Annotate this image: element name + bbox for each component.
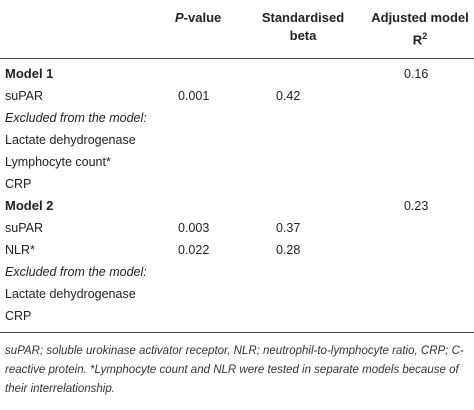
table-row: CRP bbox=[0, 173, 474, 195]
table-row: NLR* 0.022 0.28 bbox=[0, 239, 474, 261]
table-row: suPAR 0.001 0.42 bbox=[0, 85, 474, 107]
header-pvalue-rest: -value bbox=[183, 10, 222, 25]
header-rule bbox=[0, 58, 474, 59]
row-label: Lactate dehydrogenase bbox=[5, 133, 136, 147]
row-label: Lymphocyte count* bbox=[5, 155, 111, 169]
row-pvalue: 0.003 bbox=[178, 221, 210, 235]
table-header: P-value Standardised beta Adjusted model… bbox=[0, 0, 474, 56]
header-std-beta-line2: beta bbox=[289, 28, 317, 43]
row-r2: 0.23 bbox=[404, 199, 429, 213]
header-pvalue: P-value bbox=[175, 9, 245, 27]
header-adj-line1: Adjusted model bbox=[371, 10, 469, 25]
row-beta: 0.42 bbox=[276, 89, 301, 103]
row-label: Model 2 bbox=[5, 198, 54, 213]
header-adj-sup: 2 bbox=[422, 31, 428, 41]
results-table: Model 1 0.16 suPAR 0.001 0.42 Excluded f… bbox=[0, 63, 474, 327]
header-standardised-beta: Standardised beta bbox=[248, 9, 358, 45]
table-row: Excluded from the model: bbox=[0, 107, 474, 129]
table-footnote: suPAR; soluble urokinase activator recep… bbox=[5, 345, 464, 395]
row-label: CRP bbox=[5, 309, 32, 323]
row-label: suPAR bbox=[5, 89, 43, 103]
row-beta: 0.28 bbox=[276, 243, 301, 257]
table-row: Lactate dehydrogenase bbox=[0, 283, 474, 305]
row-label: Excluded from the model: bbox=[5, 111, 147, 125]
row-label: suPAR bbox=[5, 221, 43, 235]
table-row: Excluded from the model: bbox=[0, 261, 474, 283]
row-pvalue: 0.022 bbox=[178, 243, 210, 257]
table-row: suPAR 0.003 0.37 bbox=[0, 217, 474, 239]
header-adj-line2: R2 bbox=[366, 27, 474, 49]
table-row: Lymphocyte count* bbox=[0, 151, 474, 173]
row-label: Lactate dehydrogenase bbox=[5, 287, 136, 301]
header-adjusted-r2: Adjusted model R2 bbox=[366, 9, 474, 49]
row-pvalue: 0.001 bbox=[178, 89, 210, 103]
header-adj-r: R bbox=[412, 32, 423, 48]
row-label: CRP bbox=[5, 177, 32, 191]
table-bottom-rule bbox=[0, 332, 474, 333]
table-row: Model 1 0.16 bbox=[0, 63, 474, 85]
row-label: Model 1 bbox=[5, 66, 54, 81]
table-row: CRP bbox=[0, 305, 474, 327]
header-pvalue-italic: P bbox=[175, 10, 184, 25]
header-std-beta-line1: Standardised bbox=[261, 10, 345, 25]
row-label: Excluded from the model: bbox=[5, 265, 147, 279]
row-beta: 0.37 bbox=[276, 221, 301, 235]
row-label: NLR* bbox=[5, 243, 35, 257]
table-row: Model 2 0.23 bbox=[0, 195, 474, 217]
table-row: Lactate dehydrogenase bbox=[0, 129, 474, 151]
row-r2: 0.16 bbox=[404, 67, 429, 81]
